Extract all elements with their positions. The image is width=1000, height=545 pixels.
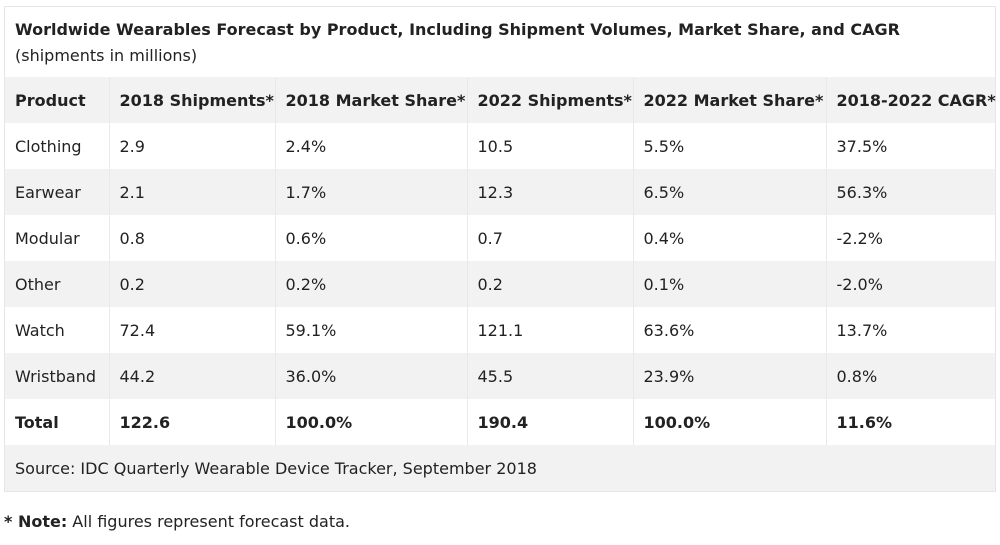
header-row: Product 2018 Shipments* 2018 Market Shar… (5, 77, 996, 123)
cell-2018-market-share: 1.7% (274, 169, 467, 215)
cell-2022-market-share: 63.6% (632, 307, 826, 353)
cell-2018-shipments: 2.9 (108, 123, 275, 169)
source-row: Source: IDC Quarterly Wearable Device Tr… (5, 445, 995, 491)
table-row: Other 0.2 0.2% 0.2 0.1% -2.0% (5, 261, 995, 307)
cell-cagr: 0.8% (825, 353, 995, 399)
cell-2018-market-share: 36.0% (274, 353, 467, 399)
source-text: Source: IDC Quarterly Wearable Device Tr… (5, 445, 995, 491)
table-title: Worldwide Wearables Forecast by Product,… (15, 20, 900, 39)
header-2018-market-share: 2018 Market Share* (274, 77, 467, 123)
cell-2018-shipments: 44.2 (108, 353, 275, 399)
note-text: All figures represent forecast data. (67, 512, 350, 531)
total-2018-market-share: 100.0% (274, 399, 467, 445)
total-2018-shipments: 122.6 (108, 399, 275, 445)
cell-2022-market-share: 23.9% (632, 353, 826, 399)
total-cagr: 11.6% (825, 399, 995, 445)
cell-2022-shipments: 0.7 (466, 215, 633, 261)
cell-2022-shipments: 0.2 (466, 261, 633, 307)
cell-cagr: -2.2% (825, 215, 995, 261)
cell-2018-shipments: 0.2 (108, 261, 275, 307)
cell-2018-shipments: 2.1 (108, 169, 275, 215)
cell-2018-market-share: 0.6% (274, 215, 467, 261)
caption-row: Worldwide Wearables Forecast by Product,… (5, 7, 995, 77)
header-2022-shipments: 2022 Shipments* (466, 77, 633, 123)
cell-2018-market-share: 2.4% (274, 123, 467, 169)
cell-product: Watch (5, 307, 109, 353)
table-caption: Worldwide Wearables Forecast by Product,… (5, 7, 995, 77)
total-row: Total 122.6 100.0% 190.4 100.0% 11.6% (5, 399, 995, 445)
cell-2018-shipments: 0.8 (108, 215, 275, 261)
cell-2022-shipments: 12.3 (466, 169, 633, 215)
cell-2022-market-share: 6.5% (632, 169, 826, 215)
table-row: Watch 72.4 59.1% 121.1 63.6% 13.7% (5, 307, 995, 353)
header-product: Product (5, 77, 109, 123)
cell-product: Clothing (5, 123, 109, 169)
cell-2022-shipments: 10.5 (466, 123, 633, 169)
cell-cagr: 37.5% (825, 123, 995, 169)
cell-2022-shipments: 121.1 (466, 307, 633, 353)
cell-product: Earwear (5, 169, 109, 215)
forecast-note: * Note: All figures represent forecast d… (4, 512, 350, 531)
total-2022-shipments: 190.4 (466, 399, 633, 445)
cell-2018-market-share: 59.1% (274, 307, 467, 353)
table-row: Clothing 2.9 2.4% 10.5 5.5% 37.5% (5, 123, 995, 169)
cell-product: Modular (5, 215, 109, 261)
table-row: Earwear 2.1 1.7% 12.3 6.5% 56.3% (5, 169, 995, 215)
total-label: Total (5, 399, 109, 445)
table-row: Modular 0.8 0.6% 0.7 0.4% -2.2% (5, 215, 995, 261)
wearables-forecast-table: Worldwide Wearables Forecast by Product,… (5, 7, 996, 491)
header-2022-market-share: 2022 Market Share* (632, 77, 826, 123)
table-row: Wristband 44.2 36.0% 45.5 23.9% 0.8% (5, 353, 995, 399)
cell-2022-market-share: 0.1% (632, 261, 826, 307)
cell-cagr: -2.0% (825, 261, 995, 307)
cell-cagr: 13.7% (825, 307, 995, 353)
forecast-table-container: Worldwide Wearables Forecast by Product,… (4, 6, 996, 492)
cell-2022-shipments: 45.5 (466, 353, 633, 399)
table-subtitle: (shipments in millions) (15, 46, 198, 65)
cell-2022-market-share: 0.4% (632, 215, 826, 261)
cell-2022-market-share: 5.5% (632, 123, 826, 169)
cell-product: Other (5, 261, 109, 307)
note-label: * Note: (4, 512, 68, 531)
cell-2018-market-share: 0.2% (274, 261, 467, 307)
cell-product: Wristband (5, 353, 109, 399)
cell-cagr: 56.3% (825, 169, 995, 215)
header-2018-shipments: 2018 Shipments* (108, 77, 275, 123)
cell-2018-shipments: 72.4 (108, 307, 275, 353)
header-cagr: 2018-2022 CAGR* (825, 77, 996, 123)
total-2022-market-share: 100.0% (632, 399, 826, 445)
